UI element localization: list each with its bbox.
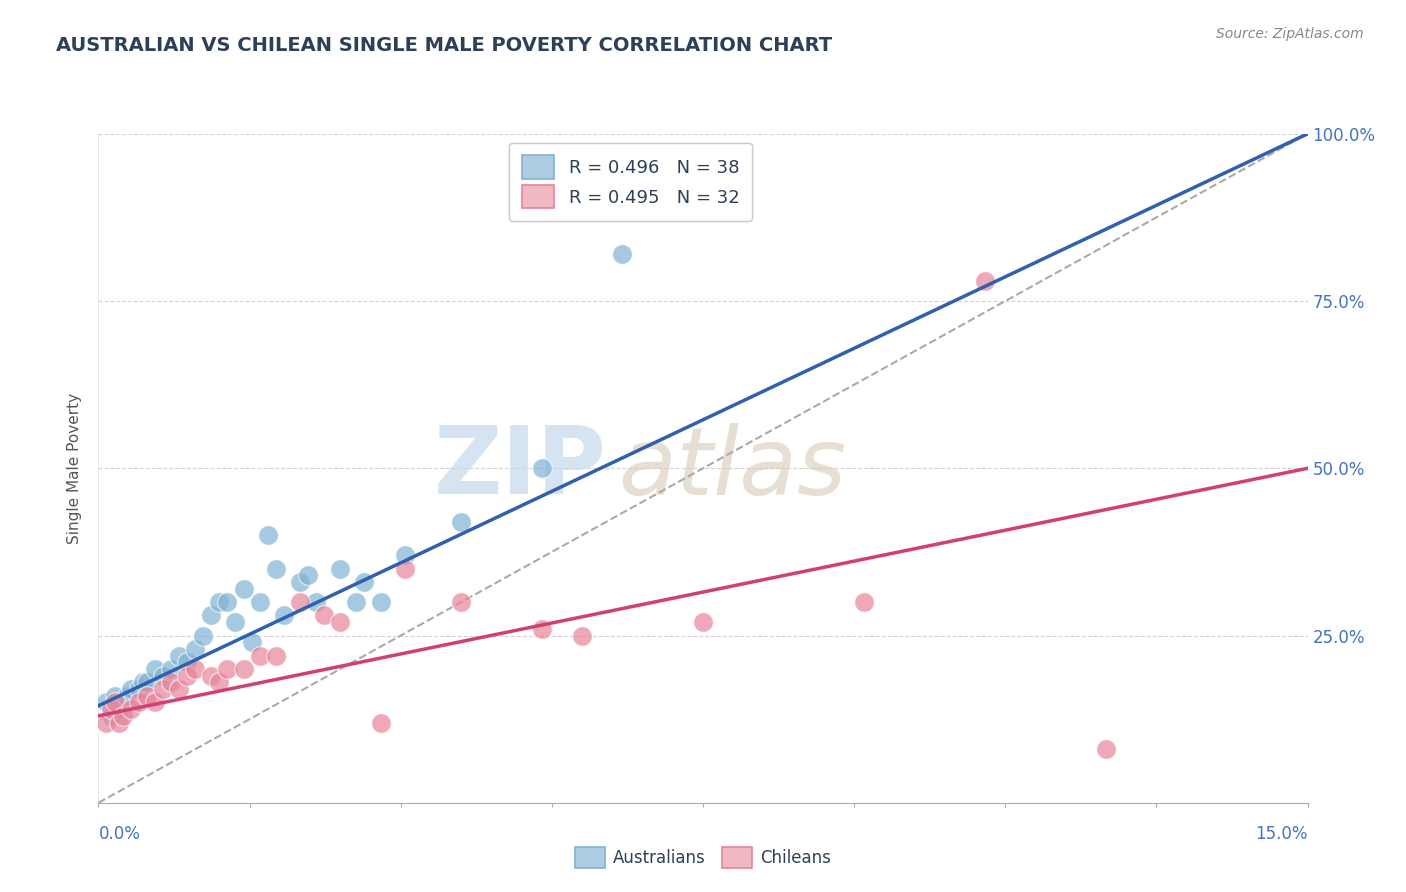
Point <box>288 595 311 609</box>
Point <box>450 595 472 609</box>
Point <box>184 642 207 657</box>
Point <box>264 648 287 663</box>
Point <box>240 635 263 649</box>
Point <box>132 675 155 690</box>
Text: Source: ZipAtlas.com: Source: ZipAtlas.com <box>1216 27 1364 41</box>
Point <box>96 715 118 730</box>
Point <box>193 628 215 642</box>
Point <box>135 675 157 690</box>
Point <box>208 675 231 690</box>
Point <box>111 696 134 710</box>
Point <box>200 669 222 683</box>
Point <box>273 608 295 623</box>
Point <box>208 595 231 609</box>
Point <box>103 689 125 703</box>
Point <box>232 582 254 596</box>
Point <box>217 662 239 676</box>
Point <box>120 681 142 696</box>
Point <box>160 675 183 690</box>
Point <box>329 615 352 630</box>
Point <box>853 595 876 609</box>
Point <box>224 615 246 630</box>
Point <box>152 681 174 696</box>
Point <box>115 689 138 703</box>
Point <box>450 515 472 529</box>
Point <box>167 681 190 696</box>
Point <box>160 662 183 676</box>
Point <box>288 575 311 590</box>
Point <box>692 615 714 630</box>
Text: 15.0%: 15.0% <box>1256 825 1308 843</box>
Point <box>128 696 150 710</box>
Point <box>249 595 271 609</box>
Point <box>370 595 392 609</box>
Point <box>143 662 166 676</box>
Point <box>217 595 239 609</box>
Point <box>128 681 150 696</box>
Point <box>120 702 142 716</box>
Point <box>530 461 553 475</box>
Point <box>344 595 367 609</box>
Point <box>314 608 336 623</box>
Text: ZIP: ZIP <box>433 422 606 515</box>
Text: 0.0%: 0.0% <box>98 825 141 843</box>
Point <box>232 662 254 676</box>
Point <box>305 595 328 609</box>
Text: AUSTRALIAN VS CHILEAN SINGLE MALE POVERTY CORRELATION CHART: AUSTRALIAN VS CHILEAN SINGLE MALE POVERT… <box>56 36 832 54</box>
Point <box>135 689 157 703</box>
Point <box>143 696 166 710</box>
Point <box>107 715 129 730</box>
Point <box>394 548 416 563</box>
Point <box>96 696 118 710</box>
Point <box>167 648 190 663</box>
Point <box>394 562 416 576</box>
Y-axis label: Single Male Poverty: Single Male Poverty <box>67 392 83 544</box>
Point <box>100 702 122 716</box>
Legend: R = 0.496   N = 38, R = 0.495   N = 32: R = 0.496 N = 38, R = 0.495 N = 32 <box>509 143 752 221</box>
Point <box>200 608 222 623</box>
Point <box>249 648 271 663</box>
Point <box>256 528 278 542</box>
Point <box>176 669 198 683</box>
Text: atlas: atlas <box>619 423 846 514</box>
Point <box>152 669 174 683</box>
Point <box>612 247 634 261</box>
Point <box>264 562 287 576</box>
Point <box>107 702 129 716</box>
Point <box>329 562 352 576</box>
Point <box>370 715 392 730</box>
Point <box>176 655 198 669</box>
Point <box>111 708 134 723</box>
Point <box>297 568 319 582</box>
Point <box>571 628 593 642</box>
Point <box>530 622 553 636</box>
Point <box>1095 742 1118 756</box>
Point <box>103 696 125 710</box>
Legend: Australians, Chileans: Australians, Chileans <box>568 840 838 875</box>
Point <box>100 708 122 723</box>
Point <box>184 662 207 676</box>
Point <box>974 274 997 288</box>
Point <box>353 575 375 590</box>
